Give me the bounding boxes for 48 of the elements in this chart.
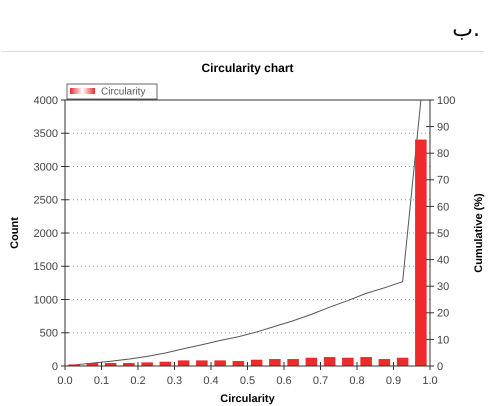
- y-tick-label: 1500: [34, 261, 58, 274]
- bar: [269, 359, 281, 366]
- x-tick-label: 0.5: [240, 375, 256, 387]
- bar: [415, 140, 427, 366]
- y2-tick-label: 20: [437, 308, 450, 320]
- x-tick-label: 1.0: [422, 375, 438, 387]
- x-tick-label: 0.1: [94, 375, 110, 387]
- x-tick-label: 0.3: [166, 375, 182, 387]
- bar: [396, 358, 408, 366]
- bar: [306, 358, 318, 366]
- y2-tick-label: 80: [437, 148, 450, 160]
- y-tick-label: 3000: [34, 161, 58, 174]
- y-tick-label: 1000: [34, 294, 58, 306]
- x-tick-label: 0.2: [130, 375, 146, 387]
- bar: [342, 358, 354, 366]
- y2-tick-label: 30: [437, 281, 450, 294]
- bar: [287, 359, 299, 366]
- x-tick-label: 0.9: [386, 375, 402, 387]
- y-tick-label: 2000: [34, 228, 58, 240]
- x-tick-label: 0.4: [203, 375, 219, 387]
- x-axis-title: Circularity: [220, 393, 276, 405]
- line-series: [74, 100, 422, 366]
- y-axis-title: Count: [9, 216, 21, 249]
- y2-tick-label: 100: [437, 94, 456, 107]
- y2-tick-label: 70: [437, 174, 450, 187]
- y-tick-label: 0: [52, 360, 58, 373]
- y2-axis-title: Cumulative (%): [473, 192, 485, 273]
- bar: [324, 357, 336, 366]
- legend-label: Circularity: [101, 86, 146, 98]
- bar: [360, 357, 372, 366]
- y2-tick-label: 0: [437, 360, 444, 373]
- bar: [250, 360, 262, 366]
- x-tick-label: 0.0: [57, 375, 73, 387]
- chart-title: Circularity chart: [201, 61, 294, 75]
- y-tick-label: 3500: [34, 128, 58, 140]
- y2-tick-label: 40: [437, 254, 450, 266]
- x-tick-label: 0.7: [312, 375, 328, 387]
- y2-tick-label: 90: [437, 121, 450, 134]
- y-tick-label: 4000: [34, 94, 58, 107]
- y-tick-label: 2500: [34, 194, 58, 207]
- x-tick-label: 0.8: [349, 375, 365, 387]
- y2-tick-label: 50: [437, 228, 450, 240]
- y-tick-label: 500: [40, 328, 58, 340]
- text: ب.: [452, 17, 480, 42]
- x-tick-label: 0.6: [276, 375, 292, 387]
- y2-tick-label: 10: [437, 334, 450, 346]
- bar: [378, 359, 390, 366]
- y2-tick-label: 60: [437, 201, 450, 214]
